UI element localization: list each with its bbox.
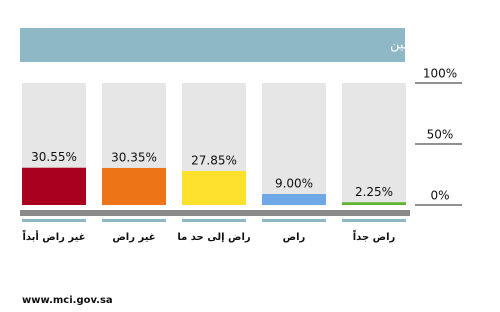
value-label: 30.35% (111, 150, 157, 164)
category-underline (102, 219, 166, 222)
y-tick-label: 50% (427, 128, 454, 142)
value-label: 27.85% (191, 154, 237, 168)
y-tick-label: 100% (423, 67, 457, 81)
x-tick-label: غير راض (112, 232, 155, 243)
value-label: 9.00% (275, 177, 313, 191)
bar (342, 202, 406, 205)
baseline-band (20, 210, 410, 216)
bar (102, 167, 166, 205)
category-underline (342, 219, 406, 222)
column-background (262, 83, 326, 205)
value-label: 30.55% (31, 150, 77, 164)
x-tick-label: راض إلى حد ما (177, 232, 251, 243)
bar (22, 167, 86, 205)
category-underline (22, 219, 86, 222)
y-tick-label: 0% (430, 189, 449, 203)
bar (182, 171, 246, 205)
x-tick-label: غير راض أبداً (22, 229, 85, 243)
chart-title: رأي المستهلك عن أداء الوكالات والموزعين (390, 36, 500, 53)
value-label: 2.25% (355, 185, 393, 199)
source: www.mci.gov.sa (22, 295, 113, 306)
category-underline (262, 219, 326, 222)
column-background (342, 83, 406, 205)
x-tick-label: راض (283, 232, 306, 243)
title-bar (20, 28, 405, 62)
bar (262, 194, 326, 205)
x-tick-label: راض جداً (353, 229, 396, 243)
category-underline (182, 219, 246, 222)
